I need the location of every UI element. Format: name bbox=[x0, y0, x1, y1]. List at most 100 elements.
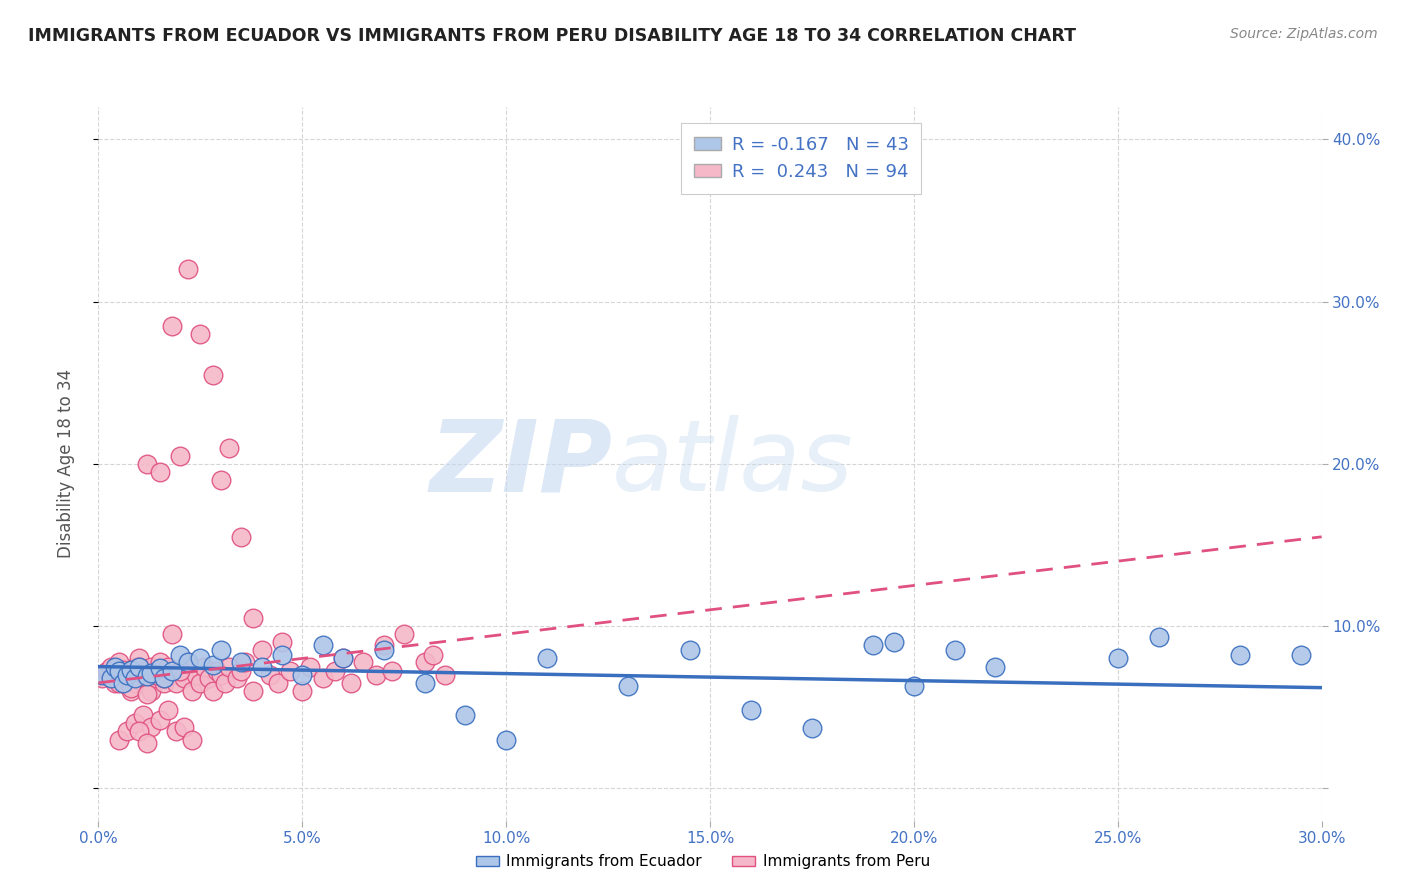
Point bbox=[145, 667, 167, 681]
Point bbox=[169, 665, 191, 679]
Point bbox=[862, 639, 884, 653]
Point bbox=[108, 675, 131, 690]
Point bbox=[149, 465, 172, 479]
Point bbox=[1229, 648, 1251, 663]
Point bbox=[188, 651, 212, 665]
Point bbox=[152, 671, 174, 685]
Point bbox=[434, 667, 457, 681]
Point bbox=[136, 665, 159, 679]
Point bbox=[413, 655, 436, 669]
Point bbox=[201, 684, 224, 698]
Point bbox=[1291, 648, 1313, 663]
Point bbox=[231, 530, 253, 544]
Point bbox=[188, 327, 212, 342]
Point bbox=[267, 675, 290, 690]
Point bbox=[120, 681, 142, 695]
Point bbox=[124, 716, 146, 731]
Point bbox=[128, 667, 150, 681]
Point bbox=[373, 639, 395, 653]
Point bbox=[128, 659, 150, 673]
Point bbox=[177, 655, 200, 669]
Point bbox=[332, 651, 354, 665]
Point bbox=[136, 687, 159, 701]
Point bbox=[209, 667, 232, 681]
Point bbox=[679, 643, 702, 657]
Point bbox=[120, 663, 142, 677]
Point bbox=[160, 667, 183, 681]
Point bbox=[413, 675, 436, 690]
Text: ZIP: ZIP bbox=[429, 416, 612, 512]
Point bbox=[108, 667, 131, 681]
Point bbox=[152, 671, 174, 685]
Point bbox=[299, 659, 322, 673]
Point bbox=[291, 684, 314, 698]
Point bbox=[312, 671, 335, 685]
Point bbox=[141, 720, 163, 734]
Point bbox=[903, 679, 925, 693]
Point bbox=[120, 684, 142, 698]
Point bbox=[169, 449, 191, 463]
Point bbox=[270, 648, 294, 663]
Point bbox=[205, 665, 228, 679]
Point bbox=[201, 368, 224, 382]
Point bbox=[312, 639, 335, 653]
Point bbox=[160, 318, 183, 333]
Point bbox=[193, 659, 215, 673]
Point bbox=[111, 663, 134, 677]
Legend: R = -0.167   N = 43, R =  0.243   N = 94: R = -0.167 N = 43, R = 0.243 N = 94 bbox=[681, 123, 921, 194]
Point bbox=[136, 736, 159, 750]
Point bbox=[454, 708, 477, 723]
Point bbox=[364, 667, 387, 681]
Point bbox=[111, 675, 134, 690]
Point bbox=[160, 665, 183, 679]
Point bbox=[108, 665, 131, 679]
Point bbox=[104, 675, 127, 690]
Point bbox=[165, 675, 187, 690]
Point bbox=[169, 665, 191, 679]
Point bbox=[132, 708, 155, 723]
Point bbox=[181, 732, 204, 747]
Point bbox=[231, 655, 253, 669]
Point bbox=[495, 732, 517, 747]
Point bbox=[214, 675, 236, 690]
Point bbox=[149, 655, 172, 669]
Text: IMMIGRANTS FROM ECUADOR VS IMMIGRANTS FROM PERU DISABILITY AGE 18 TO 34 CORRELAT: IMMIGRANTS FROM ECUADOR VS IMMIGRANTS FR… bbox=[28, 27, 1076, 45]
Point bbox=[177, 262, 200, 277]
Point bbox=[278, 665, 301, 679]
Point bbox=[141, 684, 163, 698]
Point bbox=[381, 665, 404, 679]
Point bbox=[104, 659, 127, 673]
Point bbox=[91, 667, 114, 681]
Point bbox=[149, 713, 172, 727]
Point bbox=[231, 665, 253, 679]
Point bbox=[169, 648, 191, 663]
Point bbox=[149, 667, 172, 681]
Point bbox=[536, 651, 558, 665]
Point bbox=[136, 457, 159, 471]
Point bbox=[115, 667, 138, 681]
Point bbox=[128, 651, 150, 665]
Point bbox=[124, 659, 146, 673]
Point bbox=[188, 675, 212, 690]
Point bbox=[218, 659, 240, 673]
Point bbox=[332, 651, 354, 665]
Point bbox=[186, 667, 208, 681]
Point bbox=[340, 675, 363, 690]
Point bbox=[120, 665, 142, 679]
Legend: Immigrants from Ecuador, Immigrants from Peru: Immigrants from Ecuador, Immigrants from… bbox=[470, 848, 936, 875]
Point bbox=[165, 724, 187, 739]
Point bbox=[173, 671, 195, 685]
Point bbox=[156, 659, 179, 673]
Point bbox=[145, 671, 167, 685]
Point bbox=[108, 655, 131, 669]
Point bbox=[173, 720, 195, 734]
Point bbox=[141, 666, 163, 681]
Point bbox=[201, 657, 224, 672]
Point bbox=[177, 655, 200, 669]
Point bbox=[883, 635, 905, 649]
Point bbox=[136, 671, 159, 685]
Point bbox=[209, 473, 232, 487]
Point bbox=[259, 667, 281, 681]
Point bbox=[1107, 651, 1129, 665]
Point bbox=[250, 659, 273, 673]
